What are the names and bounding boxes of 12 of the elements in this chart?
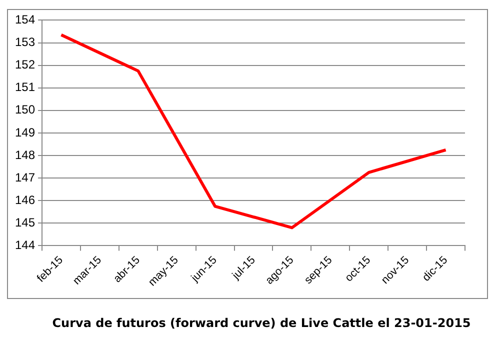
y-tick-label: 144 xyxy=(14,238,36,252)
y-tick-label: 153 xyxy=(14,35,36,50)
y-tick-label: 145 xyxy=(14,215,36,230)
y-tick-label: 152 xyxy=(14,58,36,72)
y-tick-label: 154 xyxy=(14,12,36,27)
y-tick-label: 149 xyxy=(14,125,36,140)
y-tick-label: 150 xyxy=(14,102,36,117)
text: Curva de futuros (forward curve) de Live Cattle el 23-01-2015 xyxy=(51,316,472,330)
y-tick-label: 147 xyxy=(14,170,36,184)
y-tick-label: 151 xyxy=(14,80,36,94)
y-tick-label: 146 xyxy=(14,192,36,207)
y-tick-label: 148 xyxy=(14,148,36,162)
